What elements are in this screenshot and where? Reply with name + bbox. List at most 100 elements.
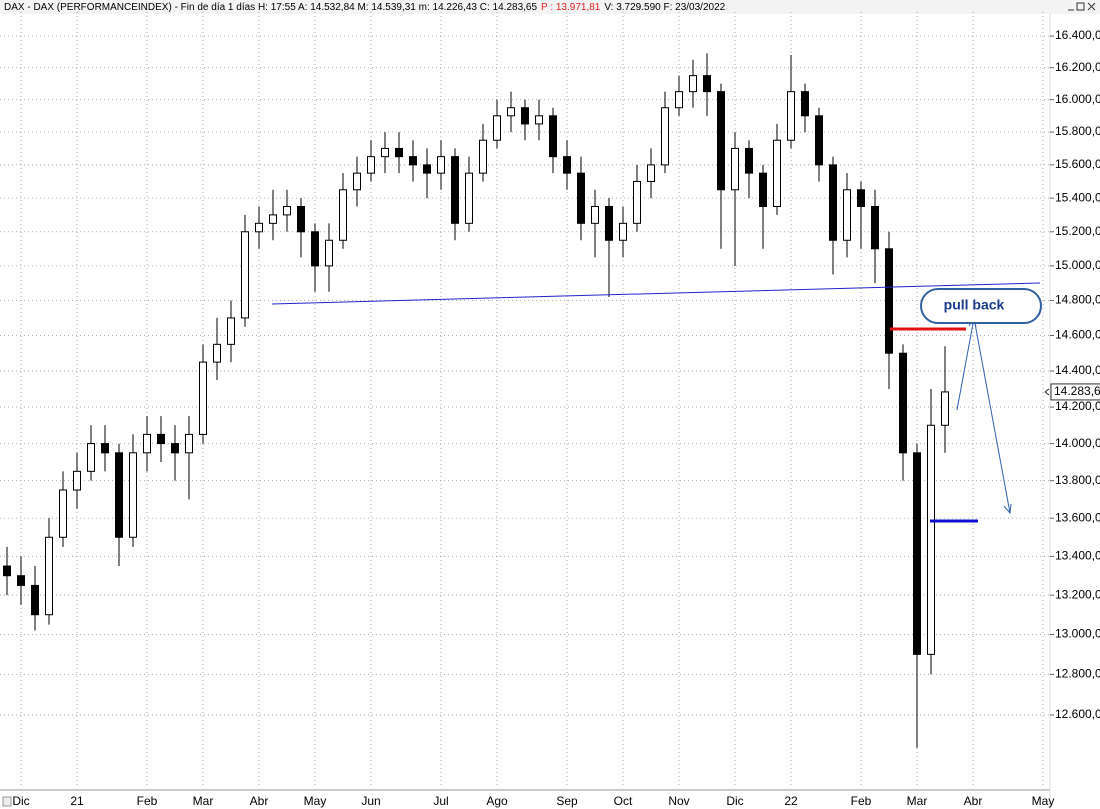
last-price-box [1050, 383, 1100, 401]
header-main: DAX - DAX (PERFORMANCEINDEX) - Fin de dí… [4, 2, 537, 13]
header-text: DAX - DAX (PERFORMANCEINDEX) - Fin de dí… [4, 2, 726, 13]
y-tick-label: 15.800,00 [1055, 124, 1100, 138]
candle-body [269, 214, 277, 224]
y-tick-label: 16.400,00 [1055, 28, 1100, 42]
candle-body [185, 433, 193, 454]
y-tick-label: 12.800,00 [1055, 667, 1100, 681]
y-tick-label: 14.400,00 [1055, 363, 1100, 377]
candle-body [17, 575, 25, 586]
x-tick-label: Jul [433, 794, 448, 808]
candle-body [339, 189, 347, 241]
candle-body [101, 443, 109, 454]
candle-body [3, 565, 11, 577]
candle-body [871, 205, 879, 250]
candle-body [661, 107, 669, 166]
candle-body [913, 452, 921, 655]
candle-body [31, 584, 39, 616]
candle-body [773, 139, 781, 207]
candle-body [745, 147, 753, 174]
x-tick-label: May [304, 794, 327, 808]
y-tick-label: 14.800,00 [1055, 293, 1100, 307]
x-tick-label: Ago [486, 794, 508, 808]
y-tick-label: 14.600,00 [1055, 328, 1100, 342]
maximize[interactable] [1076, 2, 1085, 11]
candle-body [353, 172, 361, 191]
candle-body [199, 361, 207, 435]
y-tick-label: 13.600,00 [1055, 510, 1100, 524]
candle-body [465, 172, 473, 224]
y-tick-label: 13.800,00 [1055, 473, 1100, 487]
last-price-pointer [1044, 388, 1050, 396]
candle-body [395, 147, 403, 158]
candle-body [129, 452, 137, 538]
candle-body [479, 139, 487, 174]
candle-body [577, 172, 585, 224]
x-tick-label: Abr [964, 794, 983, 808]
arrows [956, 316, 1012, 515]
candle-body [521, 107, 529, 125]
candle-body [409, 156, 417, 166]
candle-body [311, 231, 319, 267]
header-p: P : 13.971,81 [541, 2, 601, 13]
candle-body [675, 91, 683, 109]
header-rest: V: 3.729.590 F: 23/03/2022 [604, 2, 725, 13]
close[interactable] [1087, 2, 1096, 11]
y-tick-label: 16.200,00 [1055, 60, 1100, 74]
y-tick-label: 14.000,00 [1055, 436, 1100, 450]
candle-body [619, 222, 627, 241]
y-tick-label: 15.400,00 [1055, 190, 1100, 204]
candle-body [717, 91, 725, 191]
x-tick-label: 21 [70, 794, 84, 808]
candle-body [213, 343, 221, 363]
candle-body [549, 115, 557, 158]
candle-body [381, 147, 389, 158]
x-tick-label: Dic [726, 794, 743, 808]
candle-body [563, 156, 571, 174]
candle-body [689, 75, 697, 93]
candle-body [787, 91, 795, 141]
scroll-box[interactable] [2, 796, 12, 807]
candle-body [493, 115, 501, 141]
candle-body [605, 205, 613, 241]
candle-body [45, 536, 53, 616]
x-tick-label: Mar [907, 794, 928, 808]
candle-body [451, 156, 459, 224]
candle-body [437, 156, 445, 174]
candle-body [801, 91, 809, 117]
x-tick-label: Jun [361, 794, 380, 808]
candle-body [731, 147, 739, 191]
candle-body [885, 248, 893, 354]
x-tick-label: May [1032, 794, 1055, 808]
plot [0, 12, 1054, 785]
candle-body [829, 164, 837, 241]
y-tick-label: 16.000,00 [1055, 92, 1100, 106]
candle-body [171, 443, 179, 454]
candle-body [899, 352, 907, 454]
x-tick-label: Mar [193, 794, 214, 808]
candle-body [297, 205, 305, 233]
candle-body [843, 189, 851, 241]
candle-body [815, 115, 823, 166]
y-tick-label: 13.200,00 [1055, 587, 1100, 601]
y-tick-label: 15.200,00 [1055, 224, 1100, 238]
candle-body [759, 172, 767, 207]
candle-body [423, 164, 431, 174]
candle-body [857, 189, 865, 207]
candle-body [703, 75, 711, 93]
candle-body [143, 433, 151, 454]
y-tick-label: 15.000,00 [1055, 258, 1100, 272]
trend-line [271, 282, 1041, 305]
candle-body [115, 452, 123, 538]
x-tick-label: Feb [137, 794, 158, 808]
window-controls[interactable] [1068, 2, 1096, 11]
annotation-bubble [920, 288, 1042, 324]
candle-body [325, 239, 333, 267]
y-tick-label: 12.600,00 [1055, 707, 1100, 721]
x-tick-label: 22 [784, 794, 798, 808]
candle-body [941, 391, 949, 426]
candle-body [633, 180, 641, 224]
x-tick-label: Nov [668, 794, 689, 808]
candle-body [647, 164, 655, 182]
y-tick-label: 13.400,00 [1055, 549, 1100, 563]
